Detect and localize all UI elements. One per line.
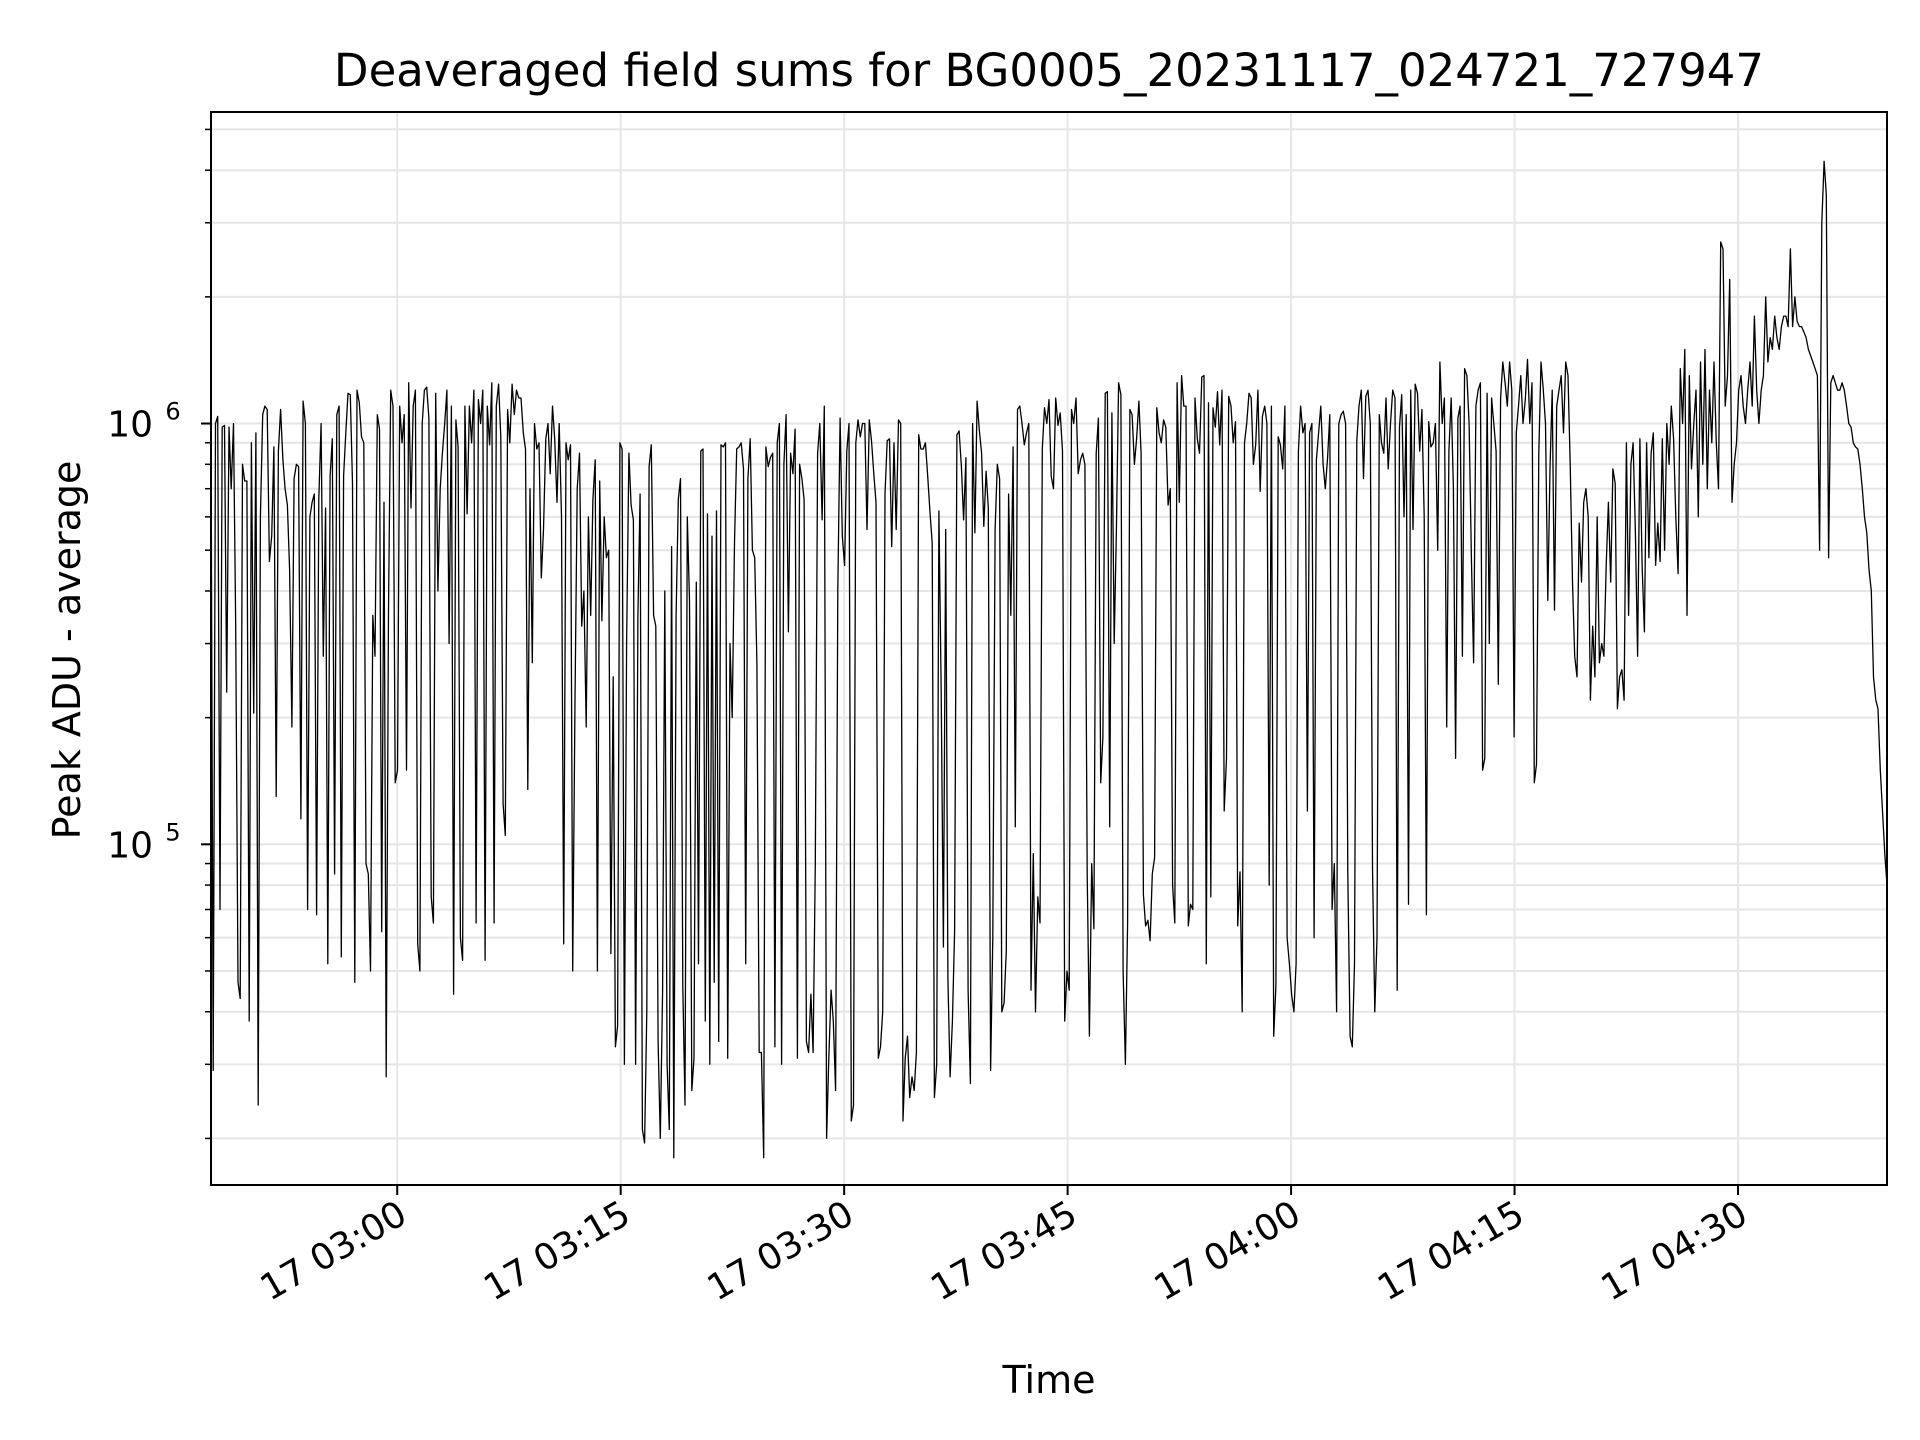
x-tick-label: 17 03:15 <box>477 1193 637 1309</box>
y-tick-exponent: 6 <box>165 398 180 426</box>
x-tick-label: 17 04:00 <box>1148 1193 1308 1309</box>
axes-frame <box>210 111 1888 1186</box>
y-tick-label: 10 <box>107 405 153 446</box>
x-tick-label: 17 04:30 <box>1595 1193 1755 1309</box>
chart-title: Deaveraged field sums for BG0005_2023111… <box>334 44 1764 97</box>
y-tick-exponent: 5 <box>165 818 180 846</box>
x-axis-ticks: 17 03:00 17 03:15 17 03:30 17 03:45 17 04:00… <box>254 1185 1755 1309</box>
y-tick-label: 10 <box>107 825 153 866</box>
grid-lines <box>211 112 1887 1185</box>
y-axis-label: Peak ADU - average <box>45 461 89 840</box>
data-series <box>210 160 1888 1159</box>
x-axis-label: Time <box>1002 1358 1096 1402</box>
y-axis-ticks: 10 5 10 6 <box>107 128 211 1140</box>
series-line-0 <box>210 160 1888 1159</box>
x-tick-label: 17 03:30 <box>701 1193 861 1309</box>
x-tick-label: 17 03:45 <box>924 1193 1084 1309</box>
x-tick-label: 17 03:00 <box>254 1193 414 1309</box>
x-tick-label: 17 04:15 <box>1371 1193 1531 1309</box>
